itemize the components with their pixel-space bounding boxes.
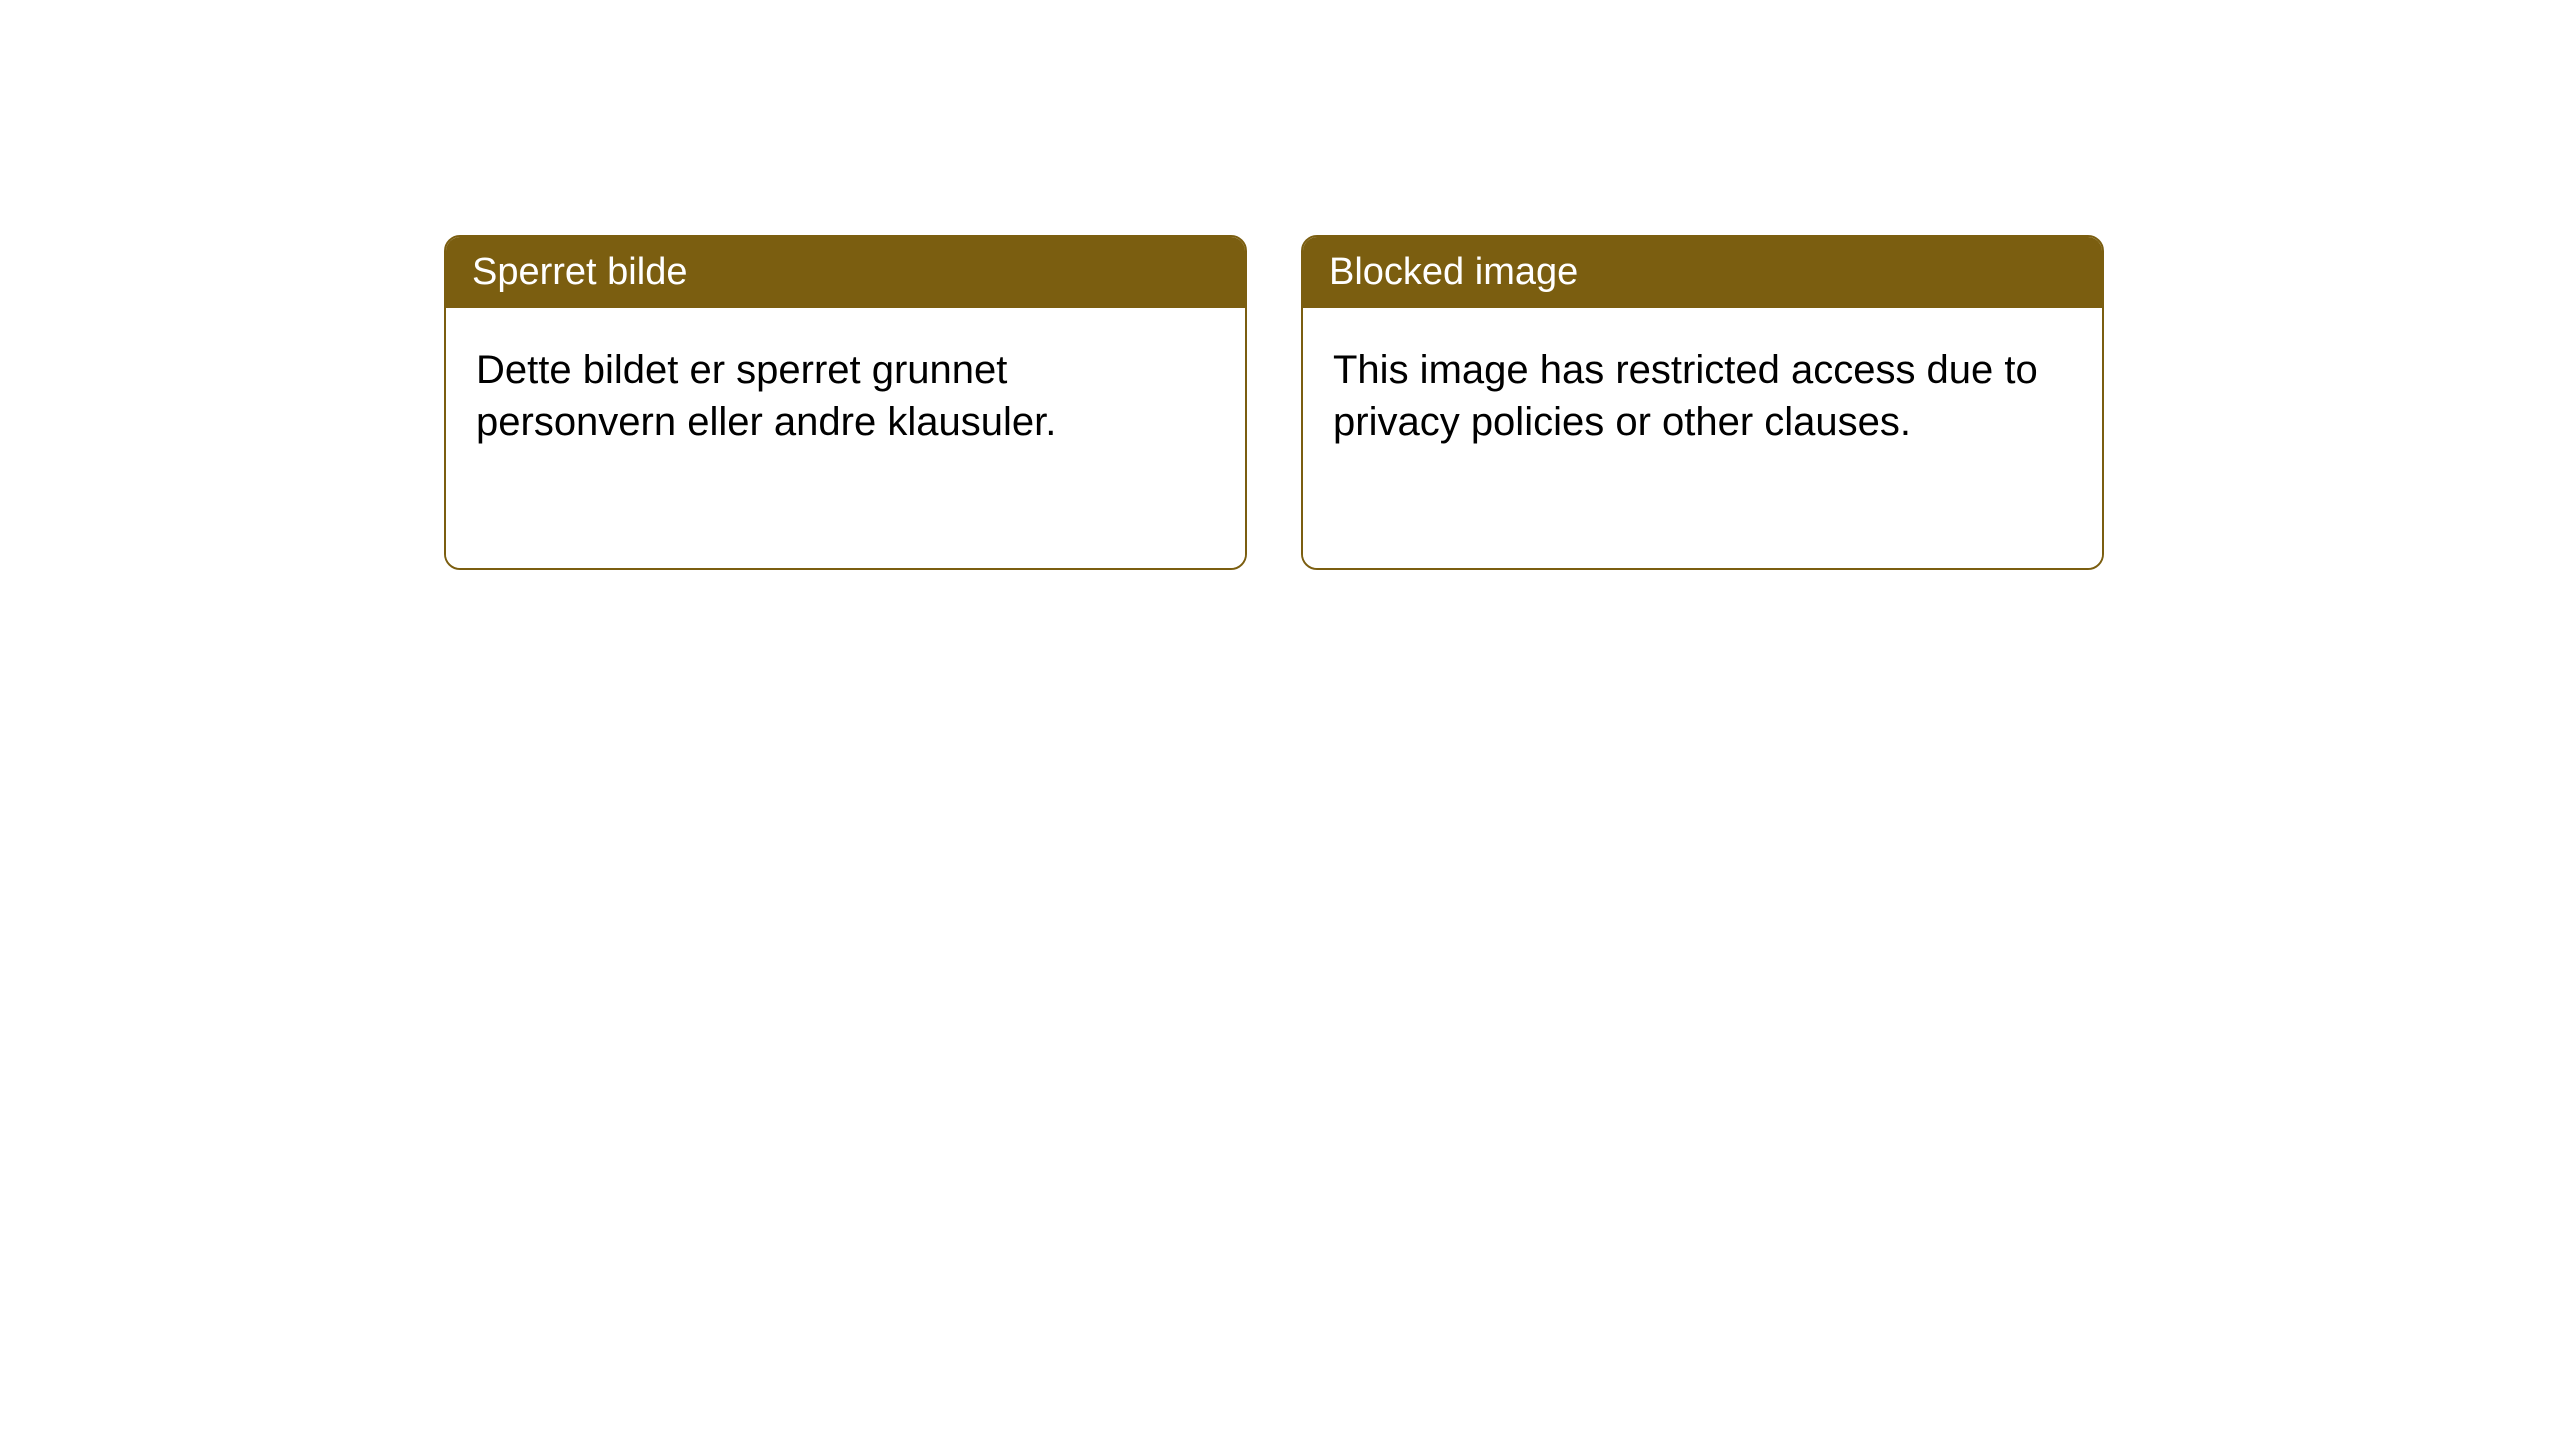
card-body-norwegian: Dette bildet er sperret grunnet personve…	[446, 308, 1245, 568]
card-message-norwegian: Dette bildet er sperret grunnet personve…	[476, 344, 1215, 448]
blocked-image-card-norwegian: Sperret bilde Dette bildet er sperret gr…	[444, 235, 1247, 570]
card-title-english: Blocked image	[1329, 251, 1578, 293]
card-title-norwegian: Sperret bilde	[472, 251, 687, 293]
card-body-english: This image has restricted access due to …	[1303, 308, 2102, 568]
blocked-image-card-english: Blocked image This image has restricted …	[1301, 235, 2104, 570]
card-message-english: This image has restricted access due to …	[1333, 344, 2072, 448]
card-container: Sperret bilde Dette bildet er sperret gr…	[0, 0, 2560, 570]
card-header-norwegian: Sperret bilde	[446, 237, 1245, 308]
card-header-english: Blocked image	[1303, 237, 2102, 308]
